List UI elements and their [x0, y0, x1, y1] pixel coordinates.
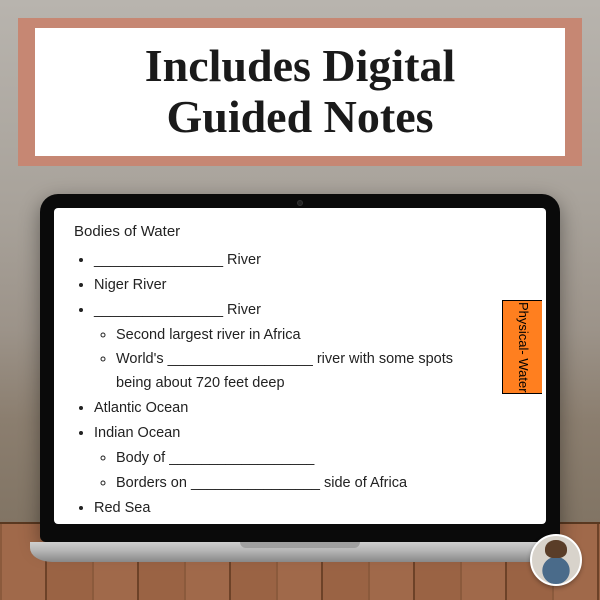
author-avatar — [530, 534, 582, 586]
list-item: Niger River — [94, 274, 488, 298]
section-tab[interactable]: Physical- Water — [502, 300, 542, 394]
list-sub-item: World's __________________ river with so… — [116, 348, 488, 396]
laptop-lid: Bodies of Water ________________ RiverNi… — [40, 194, 560, 542]
list-item: Atlantic Ocean — [94, 397, 488, 421]
list-sub-item: Located between Africa and Asia — [116, 522, 488, 524]
banner-line-1: Includes Digital — [145, 41, 456, 92]
list-item: Red SeaLocated between Africa and AsiaWa… — [94, 497, 488, 524]
title-banner: Includes Digital Guided Notes — [18, 18, 582, 166]
list-item: ________________ River — [94, 249, 488, 273]
laptop-base — [30, 542, 570, 562]
list-item: ________________ RiverSecond largest riv… — [94, 299, 488, 397]
title-banner-inner: Includes Digital Guided Notes — [35, 28, 565, 155]
list-sub-item: Borders on ________________ side of Afri… — [116, 472, 488, 496]
banner-line-2: Guided Notes — [166, 92, 433, 143]
notes-document: Bodies of Water ________________ RiverNi… — [54, 208, 502, 524]
notes-list: ________________ RiverNiger River_______… — [74, 249, 488, 524]
list-item: Indian OceanBody of __________________Bo… — [94, 422, 488, 496]
laptop-screen: Bodies of Water ________________ RiverNi… — [54, 208, 546, 524]
section-tab-label: Physical- Water — [515, 302, 530, 393]
laptop: Bodies of Water ________________ RiverNi… — [40, 194, 560, 562]
notes-title: Bodies of Water — [74, 220, 488, 245]
laptop-camera — [297, 200, 303, 206]
list-sub-item: Body of __________________ — [116, 447, 488, 471]
list-sub-item: Second largest river in Africa — [116, 324, 488, 348]
